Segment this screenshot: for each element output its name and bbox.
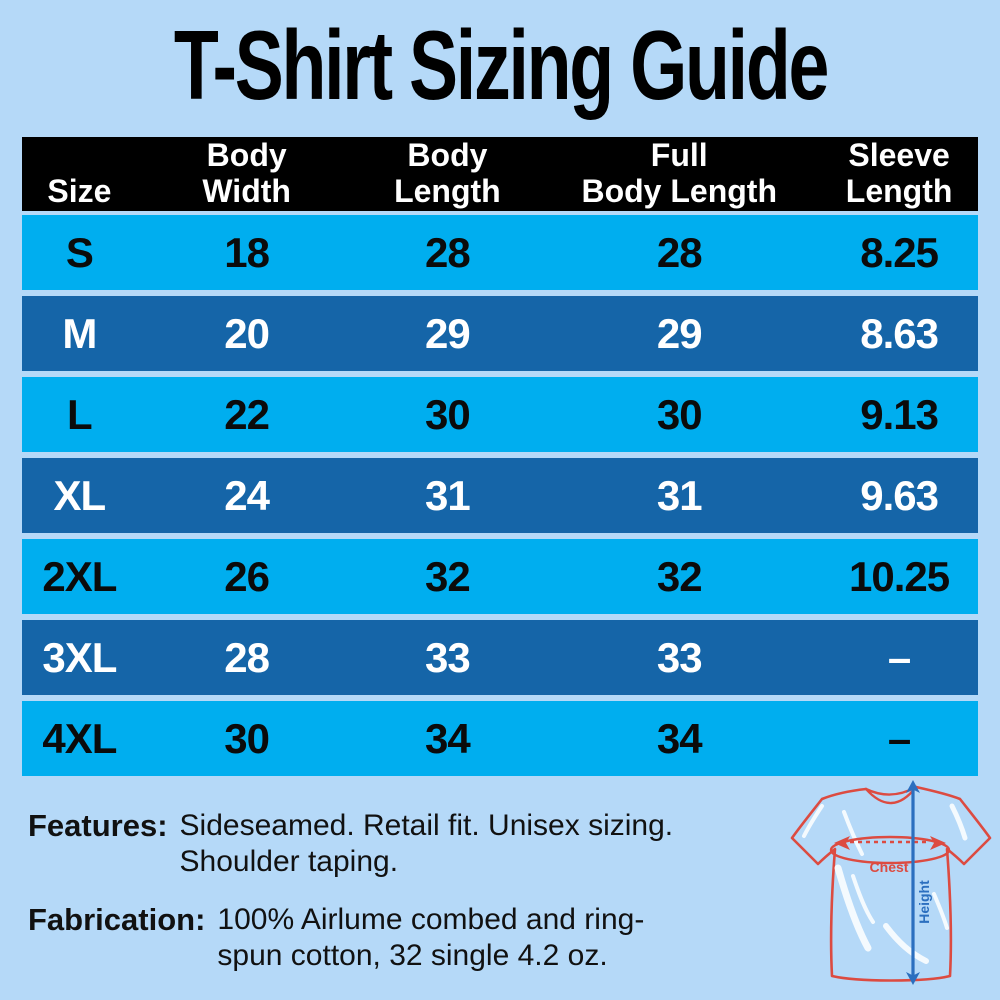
fabric-highlight-streaks bbox=[802, 803, 968, 964]
table-row-2xl: 2XL 26 32 32 10.25 bbox=[22, 539, 978, 614]
table-cell: 32 bbox=[656, 552, 703, 600]
col-header-body-length: Body Length bbox=[394, 137, 501, 209]
features-label: Features: bbox=[28, 808, 168, 843]
chest-ellipse bbox=[829, 835, 951, 865]
tshirt-measurement-diagram: Chest Height bbox=[790, 780, 992, 985]
table-cell: 33 bbox=[656, 633, 703, 681]
height-arrow-bottom-head bbox=[906, 972, 920, 985]
table-cell: 30 bbox=[425, 390, 471, 438]
table-cell: 10.25 bbox=[849, 552, 950, 600]
table-cell: 22 bbox=[224, 390, 270, 438]
table-cell-size: S bbox=[65, 228, 94, 276]
title-wrap: T-Shirt Sizing Guide bbox=[0, 14, 1000, 117]
features-text: Sideseamed. Retail fit. Unisex sizing. S… bbox=[179, 809, 674, 878]
table-row-s: S 18 28 28 8.25 bbox=[22, 215, 978, 290]
col-header-full-body-length: Full Body Length bbox=[581, 137, 777, 209]
table-cell: 8.25 bbox=[860, 228, 939, 276]
table-cell-size: 4XL bbox=[42, 714, 117, 762]
table-row-xl: XL 24 31 31 9.63 bbox=[22, 458, 978, 533]
table-cell: 34 bbox=[425, 714, 471, 762]
table-cell: 28 bbox=[656, 228, 703, 276]
table-cell: – bbox=[887, 633, 911, 681]
table-cell: 26 bbox=[224, 552, 270, 600]
table-cell: 28 bbox=[425, 228, 471, 276]
tshirt-outline bbox=[790, 785, 992, 982]
table-cell: 33 bbox=[425, 633, 471, 681]
height-arrow-top-head bbox=[906, 780, 920, 793]
height-label: Height bbox=[916, 880, 932, 924]
table-cell: 8.63 bbox=[860, 309, 939, 357]
table-row-l: L 22 30 30 9.13 bbox=[22, 377, 978, 452]
table-cell-size: M bbox=[62, 309, 97, 357]
table-cell-size: 3XL bbox=[42, 633, 117, 681]
notes-section: Features: Sideseamed. Retail fit. Unisex… bbox=[28, 808, 808, 974]
table-cell: 24 bbox=[224, 471, 270, 519]
table-row-m: M 20 29 29 8.63 bbox=[22, 296, 978, 371]
col-header-body-width: Body Width bbox=[202, 137, 291, 209]
chest-arrow-left bbox=[834, 836, 850, 850]
table-cell: 28 bbox=[224, 633, 270, 681]
features-row: Features: Sideseamed. Retail fit. Unisex… bbox=[28, 808, 808, 880]
fabrication-text: 100% Airlume combed and ring- spun cotto… bbox=[217, 903, 645, 972]
table-cell: 20 bbox=[224, 309, 270, 357]
table-cell: 32 bbox=[425, 552, 471, 600]
table-cell: 34 bbox=[656, 714, 703, 762]
table-cell: 9.13 bbox=[860, 390, 939, 438]
col-header-size: Size bbox=[47, 173, 112, 209]
fabrication-row: Fabrication: 100% Airlume combed and rin… bbox=[28, 902, 808, 974]
table-cell: 9.63 bbox=[860, 471, 939, 519]
table-cell-size: L bbox=[67, 390, 93, 438]
size-table: Size Body Width Body Length Full Body Le… bbox=[22, 137, 978, 776]
table-cell: 30 bbox=[656, 390, 703, 438]
chest-arrow-right bbox=[930, 836, 946, 850]
table-cell: 29 bbox=[425, 309, 471, 357]
col-header-sleeve-length: Sleeve Length bbox=[845, 137, 953, 209]
table-cell: 29 bbox=[656, 309, 703, 357]
chest-label: Chest bbox=[870, 859, 909, 875]
table-header-row: Size Body Width Body Length Full Body Le… bbox=[22, 137, 978, 211]
table-cell-size: 2XL bbox=[42, 552, 117, 600]
table-row-4xl: 4XL 30 34 34 – bbox=[22, 701, 978, 776]
table-cell: 18 bbox=[224, 228, 270, 276]
table-cell-size: XL bbox=[53, 471, 107, 519]
table-cell: – bbox=[887, 714, 911, 762]
table-cell: 31 bbox=[656, 471, 703, 519]
table-cell: 31 bbox=[425, 471, 471, 519]
table-row-3xl: 3XL 28 33 33 – bbox=[22, 620, 978, 695]
page-title: T-Shirt Sizing Guide bbox=[173, 10, 829, 120]
table-cell: 30 bbox=[224, 714, 270, 762]
fabrication-label: Fabrication: bbox=[28, 902, 206, 937]
